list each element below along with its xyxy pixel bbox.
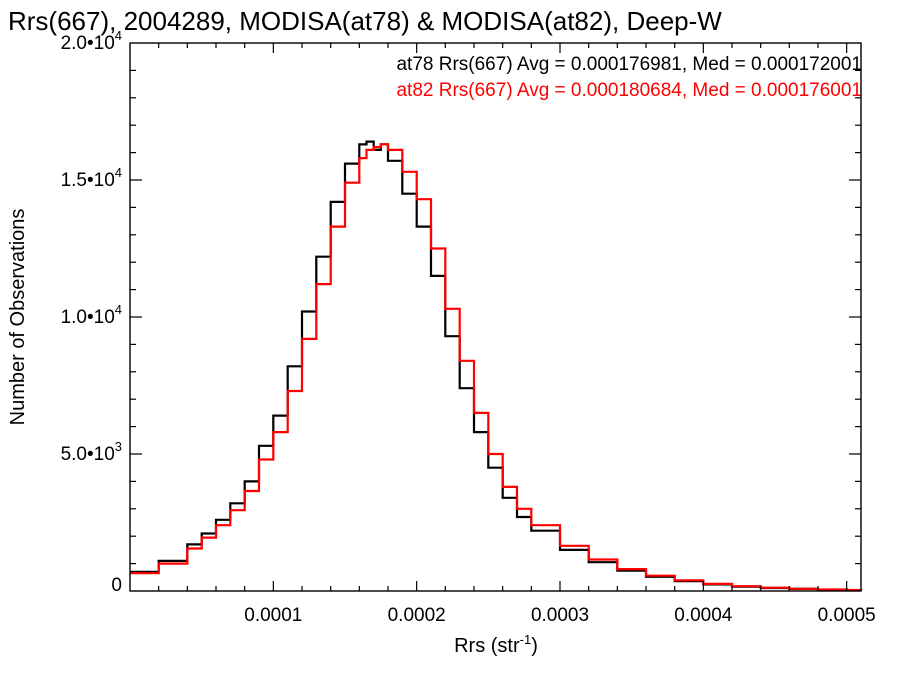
x-axis-title: Rrs (str-1) — [454, 632, 538, 657]
x-tick-label: 0.0004 — [674, 605, 733, 626]
x-axis-title-sup: -1 — [520, 632, 532, 647]
chart-title: Rrs(667), 2004289, MODISA(at78) & MODISA… — [8, 6, 722, 36]
series-line-at78 — [130, 140, 863, 592]
x-tick-label: 0.0003 — [531, 605, 589, 626]
series-line-at82 — [130, 143, 863, 592]
y-tick-label: 5.0•103 — [61, 439, 122, 465]
x-tick-label: 0.0002 — [388, 605, 446, 626]
y-tick-label: 0 — [111, 575, 122, 596]
y-tick-label: 1.5•104 — [61, 165, 122, 191]
x-tick-label: 0.0001 — [244, 605, 302, 626]
y-tick-label: 2.0•104 — [61, 28, 122, 54]
tick-group: 0.0001 0.0002 0.0003 0.0004 0.0005 0 5.0•103 1.… — [61, 28, 876, 626]
y-tick-label: 1.0•104 — [61, 302, 122, 328]
x-tick-label: 0.0005 — [818, 605, 876, 626]
legend-at82-annotation: at82 Rrs(667) Avg = 0.000180684, Med = 0… — [396, 80, 862, 101]
x-axis-title-end: ) — [531, 635, 538, 657]
x-axis-title-main: Rrs (str — [454, 635, 520, 657]
plot-frame — [129, 42, 862, 592]
y-axis-title: Number of Observations — [7, 209, 29, 426]
series-group — [130, 140, 863, 592]
legend-at78-annotation: at78 Rrs(667) Avg = 0.000176981, Med = 0… — [396, 54, 862, 75]
